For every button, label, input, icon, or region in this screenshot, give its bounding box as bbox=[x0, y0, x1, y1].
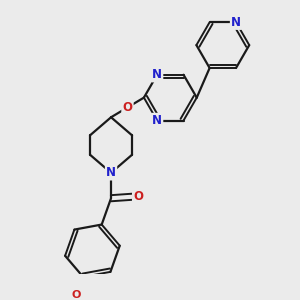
Text: N: N bbox=[231, 16, 241, 29]
Text: N: N bbox=[152, 68, 162, 81]
Text: O: O bbox=[133, 190, 143, 203]
Text: O: O bbox=[122, 101, 133, 114]
Text: O: O bbox=[72, 290, 81, 300]
Text: N: N bbox=[106, 166, 116, 179]
Text: N: N bbox=[152, 114, 162, 127]
